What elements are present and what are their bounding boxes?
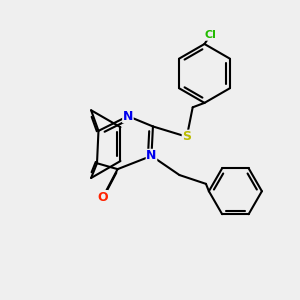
Text: Cl: Cl [204,30,216,40]
Text: O: O [98,190,108,204]
Text: N: N [123,110,133,123]
Text: S: S [182,130,191,143]
Text: N: N [146,149,157,162]
